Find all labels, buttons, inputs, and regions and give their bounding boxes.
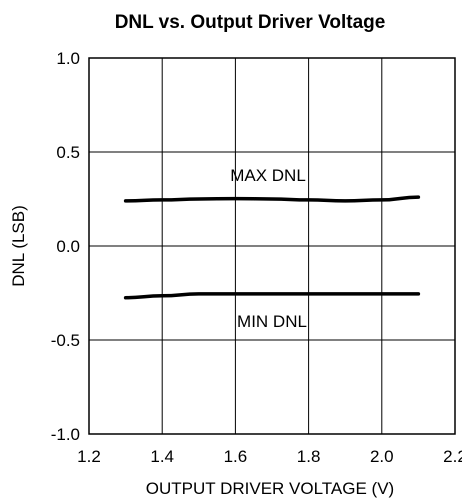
chart-title: DNL vs. Output Driver Voltage: [115, 12, 386, 33]
series-group: [123, 195, 421, 300]
y-axis-label: DNL (LSB): [9, 205, 28, 287]
plot-frame: [88, 57, 456, 435]
series-line-min-dnl: [123, 292, 421, 300]
y-tick-label: -1.0: [51, 425, 80, 444]
y-tick-label: -0.5: [51, 331, 80, 350]
y-tick-label: 0.5: [56, 143, 80, 162]
y-tick-label: 1.0: [56, 49, 80, 68]
x-axis-label: OUTPUT DRIVER VOLTAGE (V): [146, 479, 394, 498]
y-axis-ticks: 1.0 0.5 0.0 -0.5 -1.0: [51, 49, 80, 444]
grid-lines: [89, 58, 455, 434]
series-line-max-dnl: [123, 195, 421, 203]
x-tick-label: 1.8: [297, 447, 321, 466]
x-axis-ticks: 1.2 1.4 1.6 1.8 2.0 2.2: [77, 447, 462, 466]
x-tick-label: 2.0: [370, 447, 394, 466]
annotation-min-dnl: MIN DNL: [237, 312, 307, 331]
x-tick-label: 1.6: [224, 447, 248, 466]
x-tick-label: 1.4: [150, 447, 174, 466]
x-tick-label: 2.2: [443, 447, 462, 466]
annotation-max-dnl: MAX DNL: [230, 166, 306, 185]
x-tick-label: 1.2: [77, 447, 101, 466]
y-tick-label: 0.0: [56, 237, 80, 256]
